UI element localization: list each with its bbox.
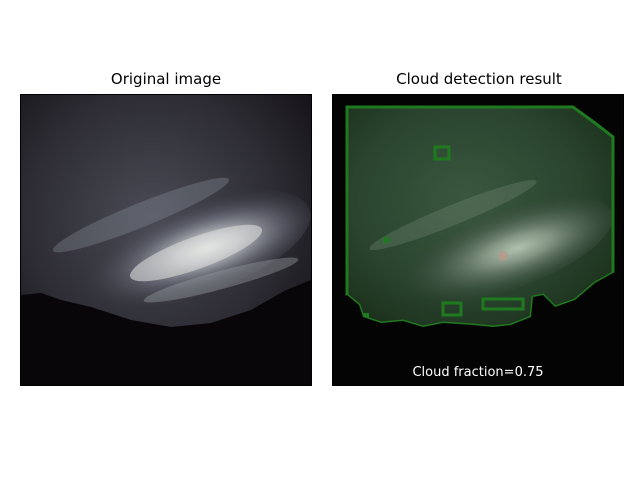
original-sky-image — [21, 95, 311, 385]
cloud-detection-title: Cloud detection result — [396, 70, 562, 88]
original-image-panel — [20, 94, 312, 386]
cloud-detection-panel: Cloud fraction=0.75 — [332, 94, 624, 386]
cloud-mask-image — [333, 95, 623, 385]
original-image-title: Original image — [110, 70, 222, 88]
cloud-fraction-caption: Cloud fraction=0.75 — [412, 365, 544, 380]
